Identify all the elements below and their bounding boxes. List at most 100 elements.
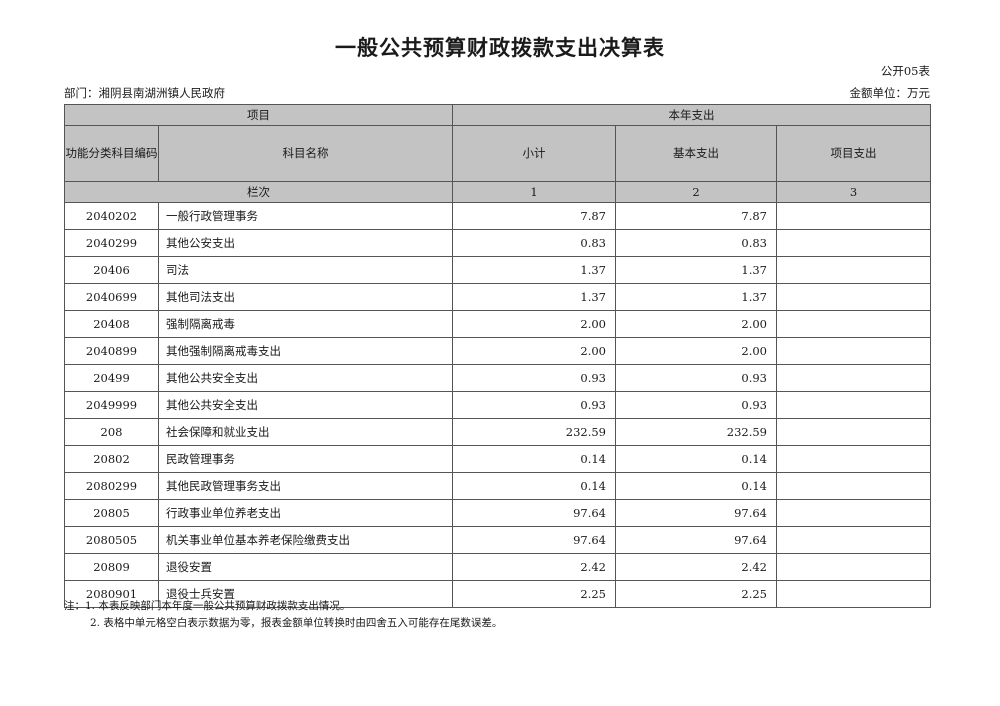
cell-project-expenditure [775,553,932,581]
budget-table: 项目 本年支出 功能分类科目编码 科目名称 小计 基本支出 项目支出 栏次 1 … [64,104,932,608]
cell-project-expenditure [775,445,932,473]
document-meta-row: 部门：湘阴县南湖洲镇人民政府 金额单位：万元 [64,85,930,101]
lanci-number-3: 3 [775,181,932,203]
cell-subject-name: 其他强制隔离戒毒支出 [158,337,453,365]
cell-subtotal: 1.37 [452,283,616,311]
header-group-row: 项目 本年支出 [64,104,932,126]
cell-project-expenditure [775,391,932,419]
cell-code: 20802 [64,445,159,473]
cell-basic-expenditure: 232.59 [615,418,777,446]
form-number-label: 公开05表 [880,64,930,78]
cell-basic-expenditure: 2.42 [615,553,777,581]
cell-subject-name: 强制隔离戒毒 [158,310,453,338]
cell-subtotal: 97.64 [452,526,616,554]
table-row: 20406 司法 1.37 1.37 [64,256,932,284]
table-row: 2080299 其他民政管理事务支出 0.14 0.14 [64,472,932,500]
cell-code: 2040202 [64,202,159,230]
table-row: 2040299 其他公安支出 0.83 0.83 [64,229,932,257]
cell-basic-expenditure: 0.93 [615,364,777,392]
header-group-current-year: 本年支出 [451,104,932,126]
table-body: 2040202 一般行政管理事务 7.87 7.87 2040299 其他公安支出 0.83… [64,202,932,608]
cell-basic-expenditure: 2.00 [615,310,777,338]
cell-basic-expenditure: 2.25 [615,580,777,608]
table-row: 2040699 其他司法支出 1.37 1.37 [64,283,932,311]
lanci-number-2: 2 [615,181,777,203]
table-row: 2080901 退役士兵安置 2.25 2.25 [64,580,932,608]
budget-table-container: 项目 本年支出 功能分类科目编码 科目名称 小计 基本支出 项目支出 栏次 1 … [64,104,932,608]
cell-basic-expenditure: 1.37 [615,256,777,284]
table-row: 20499 其他公共安全支出 0.93 0.93 [64,364,932,392]
cell-subtotal: 1.37 [452,256,616,284]
header-col-basic-expenditure: 基本支出 [615,125,777,182]
cell-subtotal: 7.87 [452,202,616,230]
cell-subtotal: 2.00 [452,337,616,365]
cell-subject-name: 其他民政管理事务支出 [158,472,453,500]
table-header: 项目 本年支出 功能分类科目编码 科目名称 小计 基本支出 项目支出 栏次 1 … [64,104,932,203]
cell-subject-name: 行政事业单位养老支出 [158,499,453,527]
table-row: 20408 强制隔离戒毒 2.00 2.00 [64,310,932,338]
cell-subtotal: 232.59 [452,418,616,446]
header-col-project-expenditure: 项目支出 [775,125,932,182]
page-title: 一般公共预算财政拨款支出决算表 [335,35,665,60]
cell-code: 2080901 [64,580,159,608]
table-row: 2040202 一般行政管理事务 7.87 7.87 [64,202,932,230]
cell-subtotal: 2.25 [452,580,616,608]
cell-project-expenditure [775,202,932,230]
cell-code: 2040899 [64,337,159,365]
cell-code: 20408 [64,310,159,338]
cell-subject-name: 其他司法支出 [158,283,453,311]
cell-code: 20499 [64,364,159,392]
cell-project-expenditure [775,283,932,311]
footnote-line-2: 2. 表格中单元格空白表示数据为零，报表金额单位转换时由四舍五入可能存在尾数误差… [90,617,503,630]
header-col-code: 功能分类科目编码 [64,125,159,182]
amount-unit-label: 金额单位：万元 [849,86,931,100]
header-col-subtotal: 小计 [452,125,616,182]
cell-basic-expenditure: 97.64 [615,499,777,527]
cell-basic-expenditure: 7.87 [615,202,777,230]
cell-project-expenditure [775,256,932,284]
table-row: 20805 行政事业单位养老支出 97.64 97.64 [64,499,932,527]
cell-code: 2080299 [64,472,159,500]
table-row: 2049999 其他公共安全支出 0.93 0.93 [64,391,932,419]
cell-subject-name: 一般行政管理事务 [158,202,453,230]
cell-subtotal: 0.83 [452,229,616,257]
cell-code: 20406 [64,256,159,284]
header-col-name: 科目名称 [158,125,453,182]
cell-code: 2040299 [64,229,159,257]
table-row: 20809 退役安置 2.42 2.42 [64,553,932,581]
table-row: 2040899 其他强制隔离戒毒支出 2.00 2.00 [64,337,932,365]
cell-subject-name: 民政管理事务 [158,445,453,473]
cell-basic-expenditure: 0.14 [615,445,777,473]
table-row: 20802 民政管理事务 0.14 0.14 [64,445,932,473]
cell-subject-name: 机关事业单位基本养老保险缴费支出 [158,526,453,554]
footnote-line-1: 注：1. 本表反映部门本年度一般公共预算财政拨款支出情况。 [64,600,351,612]
cell-subtotal: 2.42 [452,553,616,581]
cell-basic-expenditure: 0.14 [615,472,777,500]
cell-basic-expenditure: 1.37 [615,283,777,311]
table-row: 2080505 机关事业单位基本养老保险缴费支出 97.64 97.64 [64,526,932,554]
cell-subject-name: 其他公安支出 [158,229,453,257]
cell-subtotal: 0.93 [452,364,616,392]
cell-code: 208 [64,418,159,446]
cell-code: 20809 [64,553,159,581]
lanci-label: 栏次 [64,181,453,203]
cell-project-expenditure [775,526,932,554]
cell-subject-name: 司法 [158,256,453,284]
cell-code: 2080505 [64,526,159,554]
footnotes: 注：1. 本表反映部门本年度一般公共预算财政拨款支出情况。 2. 表格中单元格空… [64,598,934,633]
header-subcolumn-row: 功能分类科目编码 科目名称 小计 基本支出 项目支出 [64,125,932,182]
cell-project-expenditure [775,499,932,527]
cell-subject-name: 社会保障和就业支出 [158,418,453,446]
cell-basic-expenditure: 0.83 [615,229,777,257]
cell-project-expenditure [775,364,932,392]
cell-project-expenditure [775,472,932,500]
cell-subtotal: 0.14 [452,445,616,473]
header-group-project: 项目 [64,104,453,126]
cell-subject-name: 其他公共安全支出 [158,391,453,419]
table-row: 208 社会保障和就业支出 232.59 232.59 [64,418,932,446]
cell-project-expenditure [775,580,932,608]
cell-code: 20805 [64,499,159,527]
cell-subtotal: 0.93 [452,391,616,419]
cell-project-expenditure [775,229,932,257]
